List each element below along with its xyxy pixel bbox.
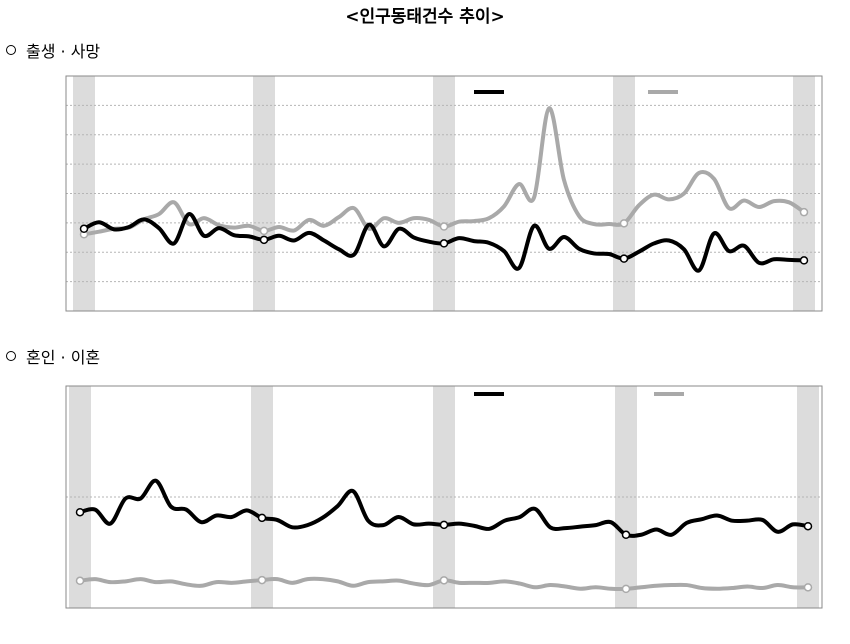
data-point-marker bbox=[439, 576, 449, 585]
data-point-marker bbox=[439, 239, 449, 248]
data-point-marker bbox=[257, 575, 267, 585]
data-point-marker bbox=[619, 219, 629, 228]
data-point-marker bbox=[799, 256, 809, 265]
data-point-marker bbox=[75, 507, 85, 517]
bullet-icon bbox=[6, 351, 16, 361]
plot-frame bbox=[65, 385, 823, 609]
highlight-band bbox=[797, 386, 819, 608]
data-point-marker bbox=[803, 583, 813, 592]
data-point-marker bbox=[799, 207, 809, 217]
data-point-marker bbox=[439, 222, 449, 231]
data-point-marker bbox=[259, 226, 269, 236]
data-point-marker bbox=[79, 224, 89, 234]
data-point-marker bbox=[75, 576, 85, 586]
section-label: 출생 · 사망 bbox=[26, 42, 101, 61]
section-label: 혼인 · 이혼 bbox=[26, 348, 101, 367]
data-point-marker bbox=[619, 254, 629, 263]
birth-death-chart bbox=[65, 75, 823, 312]
data-point-marker bbox=[803, 521, 813, 531]
data-point-marker bbox=[257, 513, 267, 523]
plot-frame bbox=[65, 75, 823, 312]
highlight-band bbox=[433, 386, 455, 608]
section-heading-birth-death: 출생 · 사망 bbox=[6, 38, 100, 62]
page-title: <인구동태건수 추이> bbox=[345, 7, 505, 27]
marriage-divorce-chart bbox=[65, 385, 823, 609]
data-point-marker bbox=[439, 520, 449, 530]
bullet-icon bbox=[6, 45, 16, 55]
data-point-marker bbox=[259, 235, 269, 245]
data-point-marker bbox=[621, 584, 631, 594]
data-point-marker bbox=[621, 530, 631, 540]
section-heading-marriage-divorce: 혼인 · 이혼 bbox=[6, 344, 100, 368]
